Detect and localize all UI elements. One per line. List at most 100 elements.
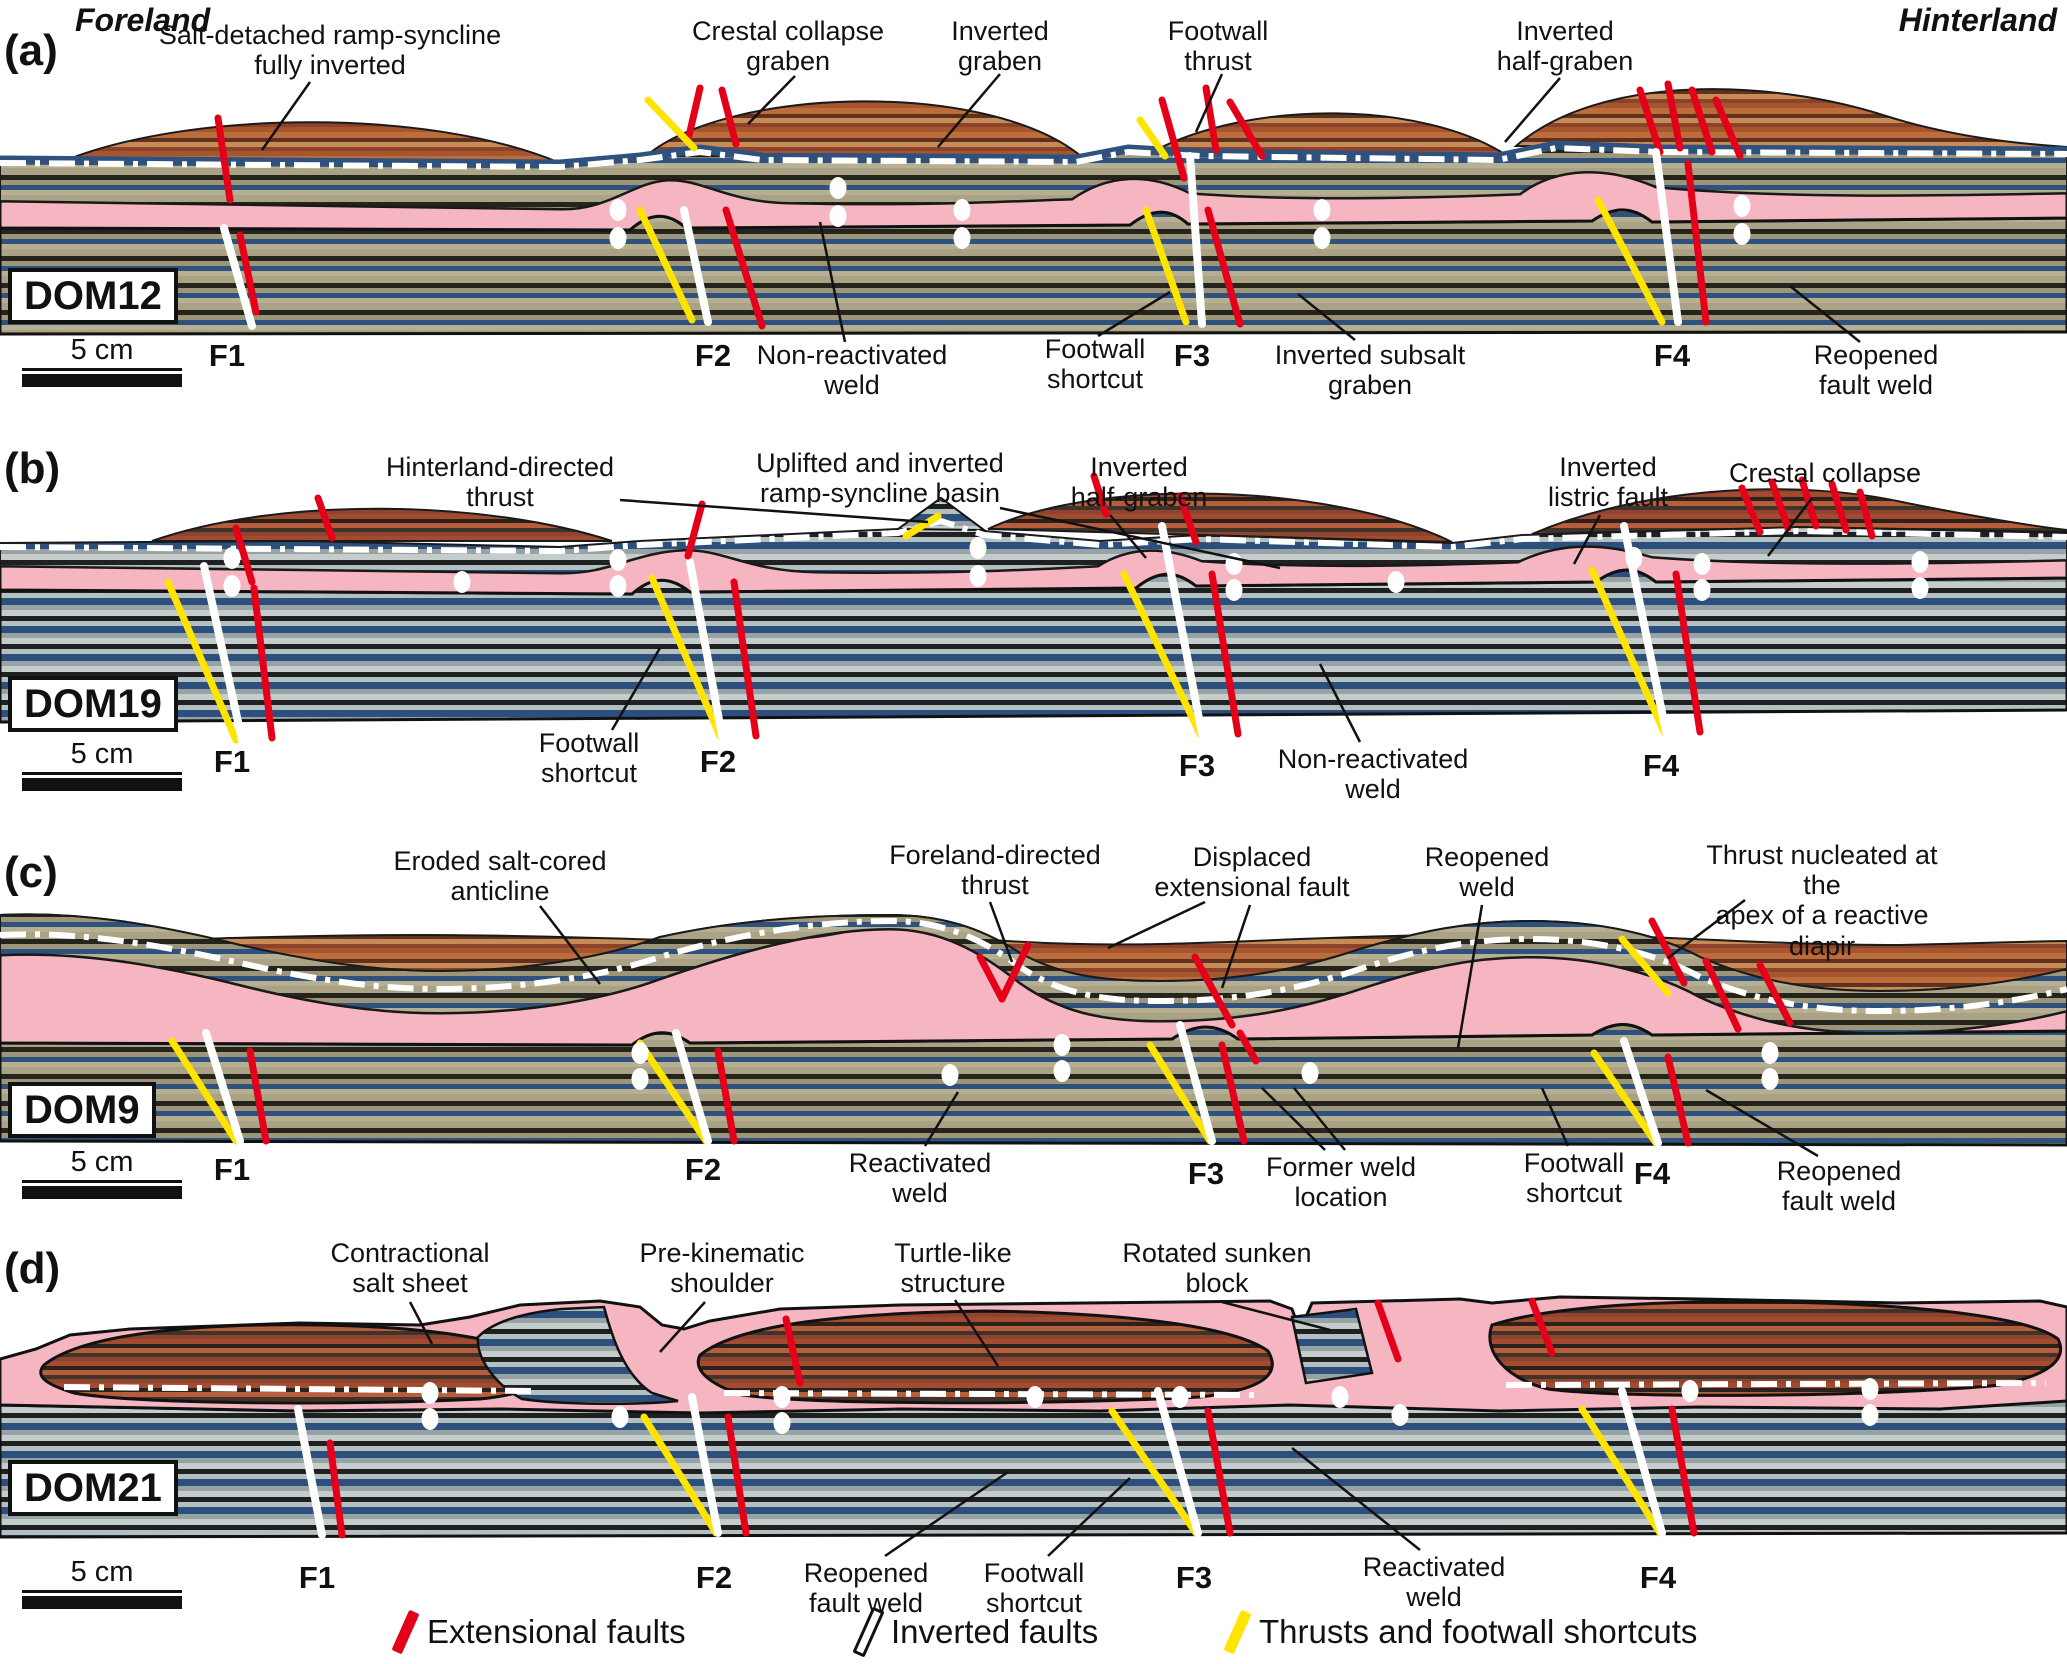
scale-label: 5 cm	[22, 1146, 182, 1183]
foreland-label: Foreland	[75, 2, 211, 38]
fault-label-f3: F3	[1175, 1560, 1213, 1595]
scale-label: 5 cm	[22, 1556, 182, 1593]
fault-set-f1	[214, 114, 260, 330]
legend-inverted-faults: Inverted faults	[852, 1606, 1099, 1658]
legend-label: Thrusts and footwall shortcuts	[1259, 1613, 1698, 1650]
panel-letter-b: (b)	[4, 444, 61, 493]
cross-section-dom21	[0, 1295, 2067, 1539]
scale-bar: 5 cm	[22, 738, 182, 791]
fault-label-f2: F2	[699, 744, 737, 779]
fault-set-f4	[1590, 1037, 1692, 1147]
legend-extensional-faults: Extensional faults	[391, 1608, 686, 1656]
annotation-salt-detached-ramp-syncline: Salt-detached ramp-syncline fully invert…	[158, 20, 502, 81]
encased-minibasins	[39, 1300, 2063, 1406]
annotation-prekinematic-shoulder: Pre-kinematic shoulder	[639, 1238, 805, 1299]
annotation-footwall-shortcut: Footwall shortcut	[983, 1558, 1085, 1619]
annotation-displaced-extensional-fault: Displaced extensional fault	[1154, 842, 1350, 903]
legend-label: Inverted faults	[891, 1613, 1099, 1650]
annotation-non-reactivated-weld: Non-reactivated weld	[756, 340, 948, 401]
model-name-dom9: DOM9	[8, 1082, 156, 1138]
fault-label-f2: F2	[694, 338, 732, 373]
annotation-crestal-collapse: Crestal collapse	[1728, 458, 1922, 488]
annotation-former-weld-location: Former weld location	[1265, 1152, 1417, 1213]
annotation-inverted-half-graben: Inverted half-graben	[1496, 16, 1634, 77]
fault-set-f3	[1146, 1021, 1248, 1145]
fault-label-f4: F4	[1653, 338, 1691, 373]
hinterland-label: Hinterland	[1898, 2, 2057, 38]
annotation-reopened-fault-weld: Reopened fault weld	[1813, 340, 1939, 401]
scale-bar: 5 cm	[22, 334, 182, 387]
legend-thrusts-footwall-shortcuts: Thrusts and footwall shortcuts	[1223, 1608, 1698, 1656]
fault-label-f3: F3	[1187, 1156, 1225, 1191]
fault-set-f3	[1108, 1299, 1402, 1537]
annotation-contractional-salt-sheet: Contractional salt sheet	[330, 1238, 490, 1299]
scale-bar-rule	[22, 374, 182, 387]
scale-label: 5 cm	[22, 334, 182, 371]
suprasalt-strata	[0, 143, 2067, 211]
fault-label-f1: F1	[298, 1560, 336, 1595]
model-name-dom19: DOM19	[8, 676, 178, 732]
prekinematic-horizon	[0, 144, 2067, 171]
hinterland-thrust	[314, 494, 942, 542]
model-name-dom12: DOM12	[8, 268, 178, 324]
fault-set-f3	[1136, 84, 1266, 328]
scale-bar-rule	[22, 1596, 182, 1609]
annotation-foreland-directed-thrust: Foreland-directed thrust	[889, 840, 1101, 901]
scale-label: 5 cm	[22, 738, 182, 775]
fault-label-f4: F4	[1639, 1560, 1677, 1595]
scale-bar-rule	[22, 778, 182, 791]
fault-label-f2: F2	[695, 1560, 733, 1595]
annotation-rotated-sunken-block: Rotated sunken block	[1122, 1238, 1312, 1299]
foreland-directed-thrust	[976, 941, 1032, 1003]
legend-label: Extensional faults	[427, 1613, 686, 1650]
weld-markers	[609, 177, 1751, 249]
rotated-sunken-block	[1290, 1307, 1374, 1385]
annotation-footwall-thrust: Footwall thrust	[1167, 16, 1269, 77]
scale-bar: 5 cm	[22, 1556, 182, 1609]
panel-letter-c: (c)	[4, 848, 58, 897]
annotation-reopened-weld: Reopened weld	[1424, 842, 1550, 903]
fault-label-f1: F1	[213, 1152, 251, 1187]
fault-set-f2	[636, 84, 766, 330]
annotation-reopened-fault-weld: Reopened fault weld	[1776, 1156, 1902, 1217]
scale-bar-rule	[22, 1186, 182, 1199]
model-name-dom21: DOM21	[8, 1460, 178, 1516]
prekinematic-horizons	[63, 1380, 2047, 1398]
fault-set-f1	[294, 1405, 346, 1539]
annotation-crestal-collapse-graben: Crestal collapse graben	[691, 16, 885, 77]
cross-section-dom12	[0, 80, 2067, 336]
fault-label-f4: F4	[1633, 1156, 1671, 1191]
annotation-inverted-listric-fault: Inverted listric fault	[1547, 452, 1669, 513]
annotation-footwall-shortcut: Footwall shortcut	[1523, 1148, 1625, 1209]
weld-markers	[631, 1034, 1779, 1090]
annotation-footwall-shortcut: Footwall shortcut	[538, 728, 640, 789]
weld-markers	[421, 1378, 1879, 1434]
fault-label-f4: F4	[1642, 748, 1680, 783]
fault-set-f1	[164, 524, 276, 744]
fault-set-f1	[168, 1029, 270, 1145]
annotation-non-reactivated-weld: Non-reactivated weld	[1277, 744, 1469, 805]
fault-set-f4	[1594, 80, 1744, 326]
fault-label-f3: F3	[1173, 338, 1211, 373]
panel-letter-d: (d)	[4, 1244, 61, 1293]
fault-set-f4	[1528, 1297, 1698, 1537]
annotation-inverted-graben: Inverted graben	[951, 16, 1049, 77]
right-lens	[1488, 1300, 2063, 1397]
fault-label-f2: F2	[684, 1152, 722, 1187]
annotation-footwall-shortcut: Footwall shortcut	[1044, 334, 1146, 395]
annotation-eroded-salt-cored-anticline: Eroded salt-cored anticline	[393, 846, 607, 907]
scale-bar: 5 cm	[22, 1146, 182, 1199]
annotation-inverted-subsalt-graben: Inverted subsalt graben	[1274, 340, 1466, 401]
fault-label-f3: F3	[1178, 748, 1216, 783]
panel-letter-a: (a)	[4, 26, 58, 75]
annotation-reactivated-weld: Reactivated weld	[848, 1148, 992, 1209]
fault-label-f1: F1	[213, 744, 251, 779]
fault-set-f2	[640, 1315, 804, 1537]
annotation-turtle-like-structure: Turtle-like structure	[894, 1238, 1012, 1299]
annotation-reactivated-weld: Reactivated weld	[1362, 1552, 1506, 1613]
displaced-extensional-fault	[1191, 953, 1260, 1065]
fault-label-f1: F1	[208, 338, 246, 373]
